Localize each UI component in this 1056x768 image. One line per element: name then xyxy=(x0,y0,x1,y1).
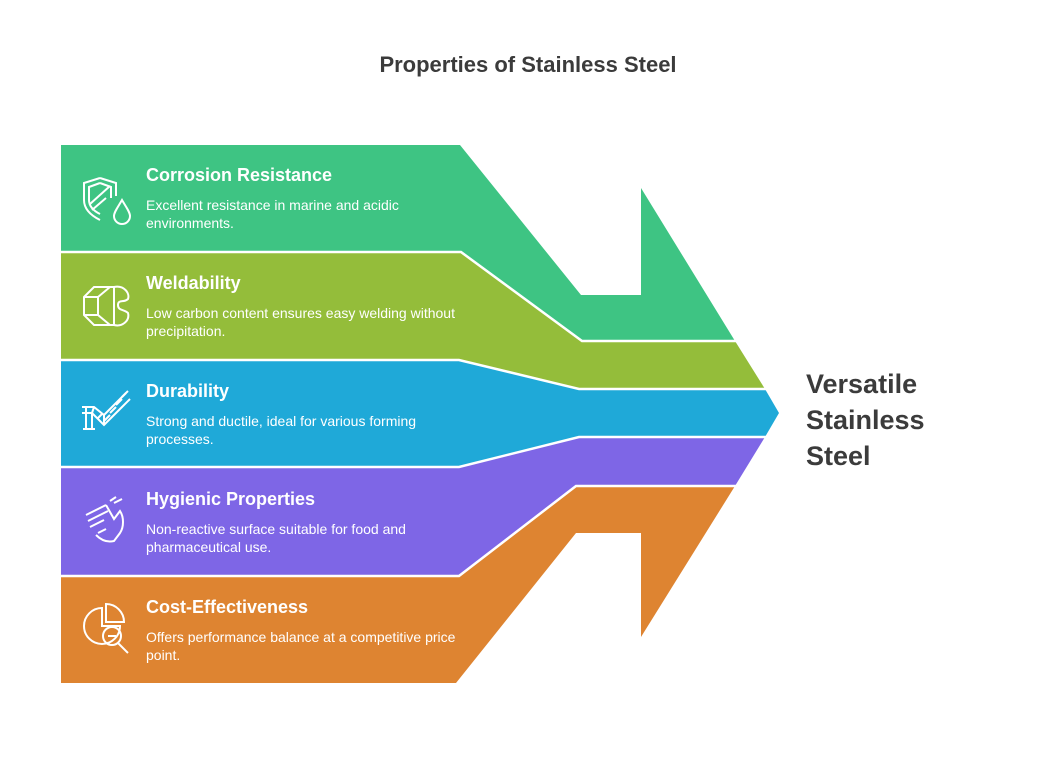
item-description: Strong and ductile, ideal for various fo… xyxy=(146,413,417,447)
item-description: Low carbon content ensures easy welding … xyxy=(146,305,455,339)
divider xyxy=(61,435,766,469)
result-line: Steel xyxy=(806,441,871,471)
item-title: Hygienic Properties xyxy=(146,489,316,509)
item-description: Non-reactive surface suitable for food a… xyxy=(146,521,406,555)
item-title: Corrosion Resistance xyxy=(146,165,333,185)
bridge-icon xyxy=(82,390,131,430)
item-corrosion-resistance: Corrosion Resistance Excellent resistanc… xyxy=(146,164,456,232)
item-weldability: Weldability Low carbon content ensures e… xyxy=(146,272,456,340)
result-line: Stainless xyxy=(806,405,925,435)
band-weldability xyxy=(61,252,765,389)
diagram-title: Properties of Stainless Steel xyxy=(379,52,677,77)
item-title: Cost-Effectiveness xyxy=(146,597,309,617)
band-corrosion-resistance xyxy=(61,145,735,341)
divider xyxy=(61,358,766,391)
weld-joint-icon xyxy=(83,285,130,327)
result-label: Versatile Stainless Steel xyxy=(806,366,925,474)
washing-hands-icon xyxy=(85,496,124,543)
band-hygienic-properties xyxy=(61,437,765,576)
item-durability: Durability Strong and ductile, ideal for… xyxy=(146,380,456,448)
item-hygienic-properties: Hygienic Properties Non-reactive surface… xyxy=(146,488,456,556)
item-cost-effectiveness: Cost-Effectiveness Offers performance ba… xyxy=(146,596,456,664)
divider xyxy=(61,250,736,343)
divider xyxy=(61,484,736,578)
item-title: Weldability xyxy=(146,273,241,293)
item-description: Excellent resistance in marine and acidi… xyxy=(146,197,399,231)
item-description: Offers performance balance at a competit… xyxy=(146,629,456,663)
pie-chart-search-icon xyxy=(83,602,129,654)
item-title: Durability xyxy=(146,381,230,401)
band-durability xyxy=(61,360,779,467)
band-cost-effectiveness xyxy=(61,486,735,683)
shield-droplet-icon xyxy=(83,177,132,225)
result-line: Versatile xyxy=(806,369,918,399)
